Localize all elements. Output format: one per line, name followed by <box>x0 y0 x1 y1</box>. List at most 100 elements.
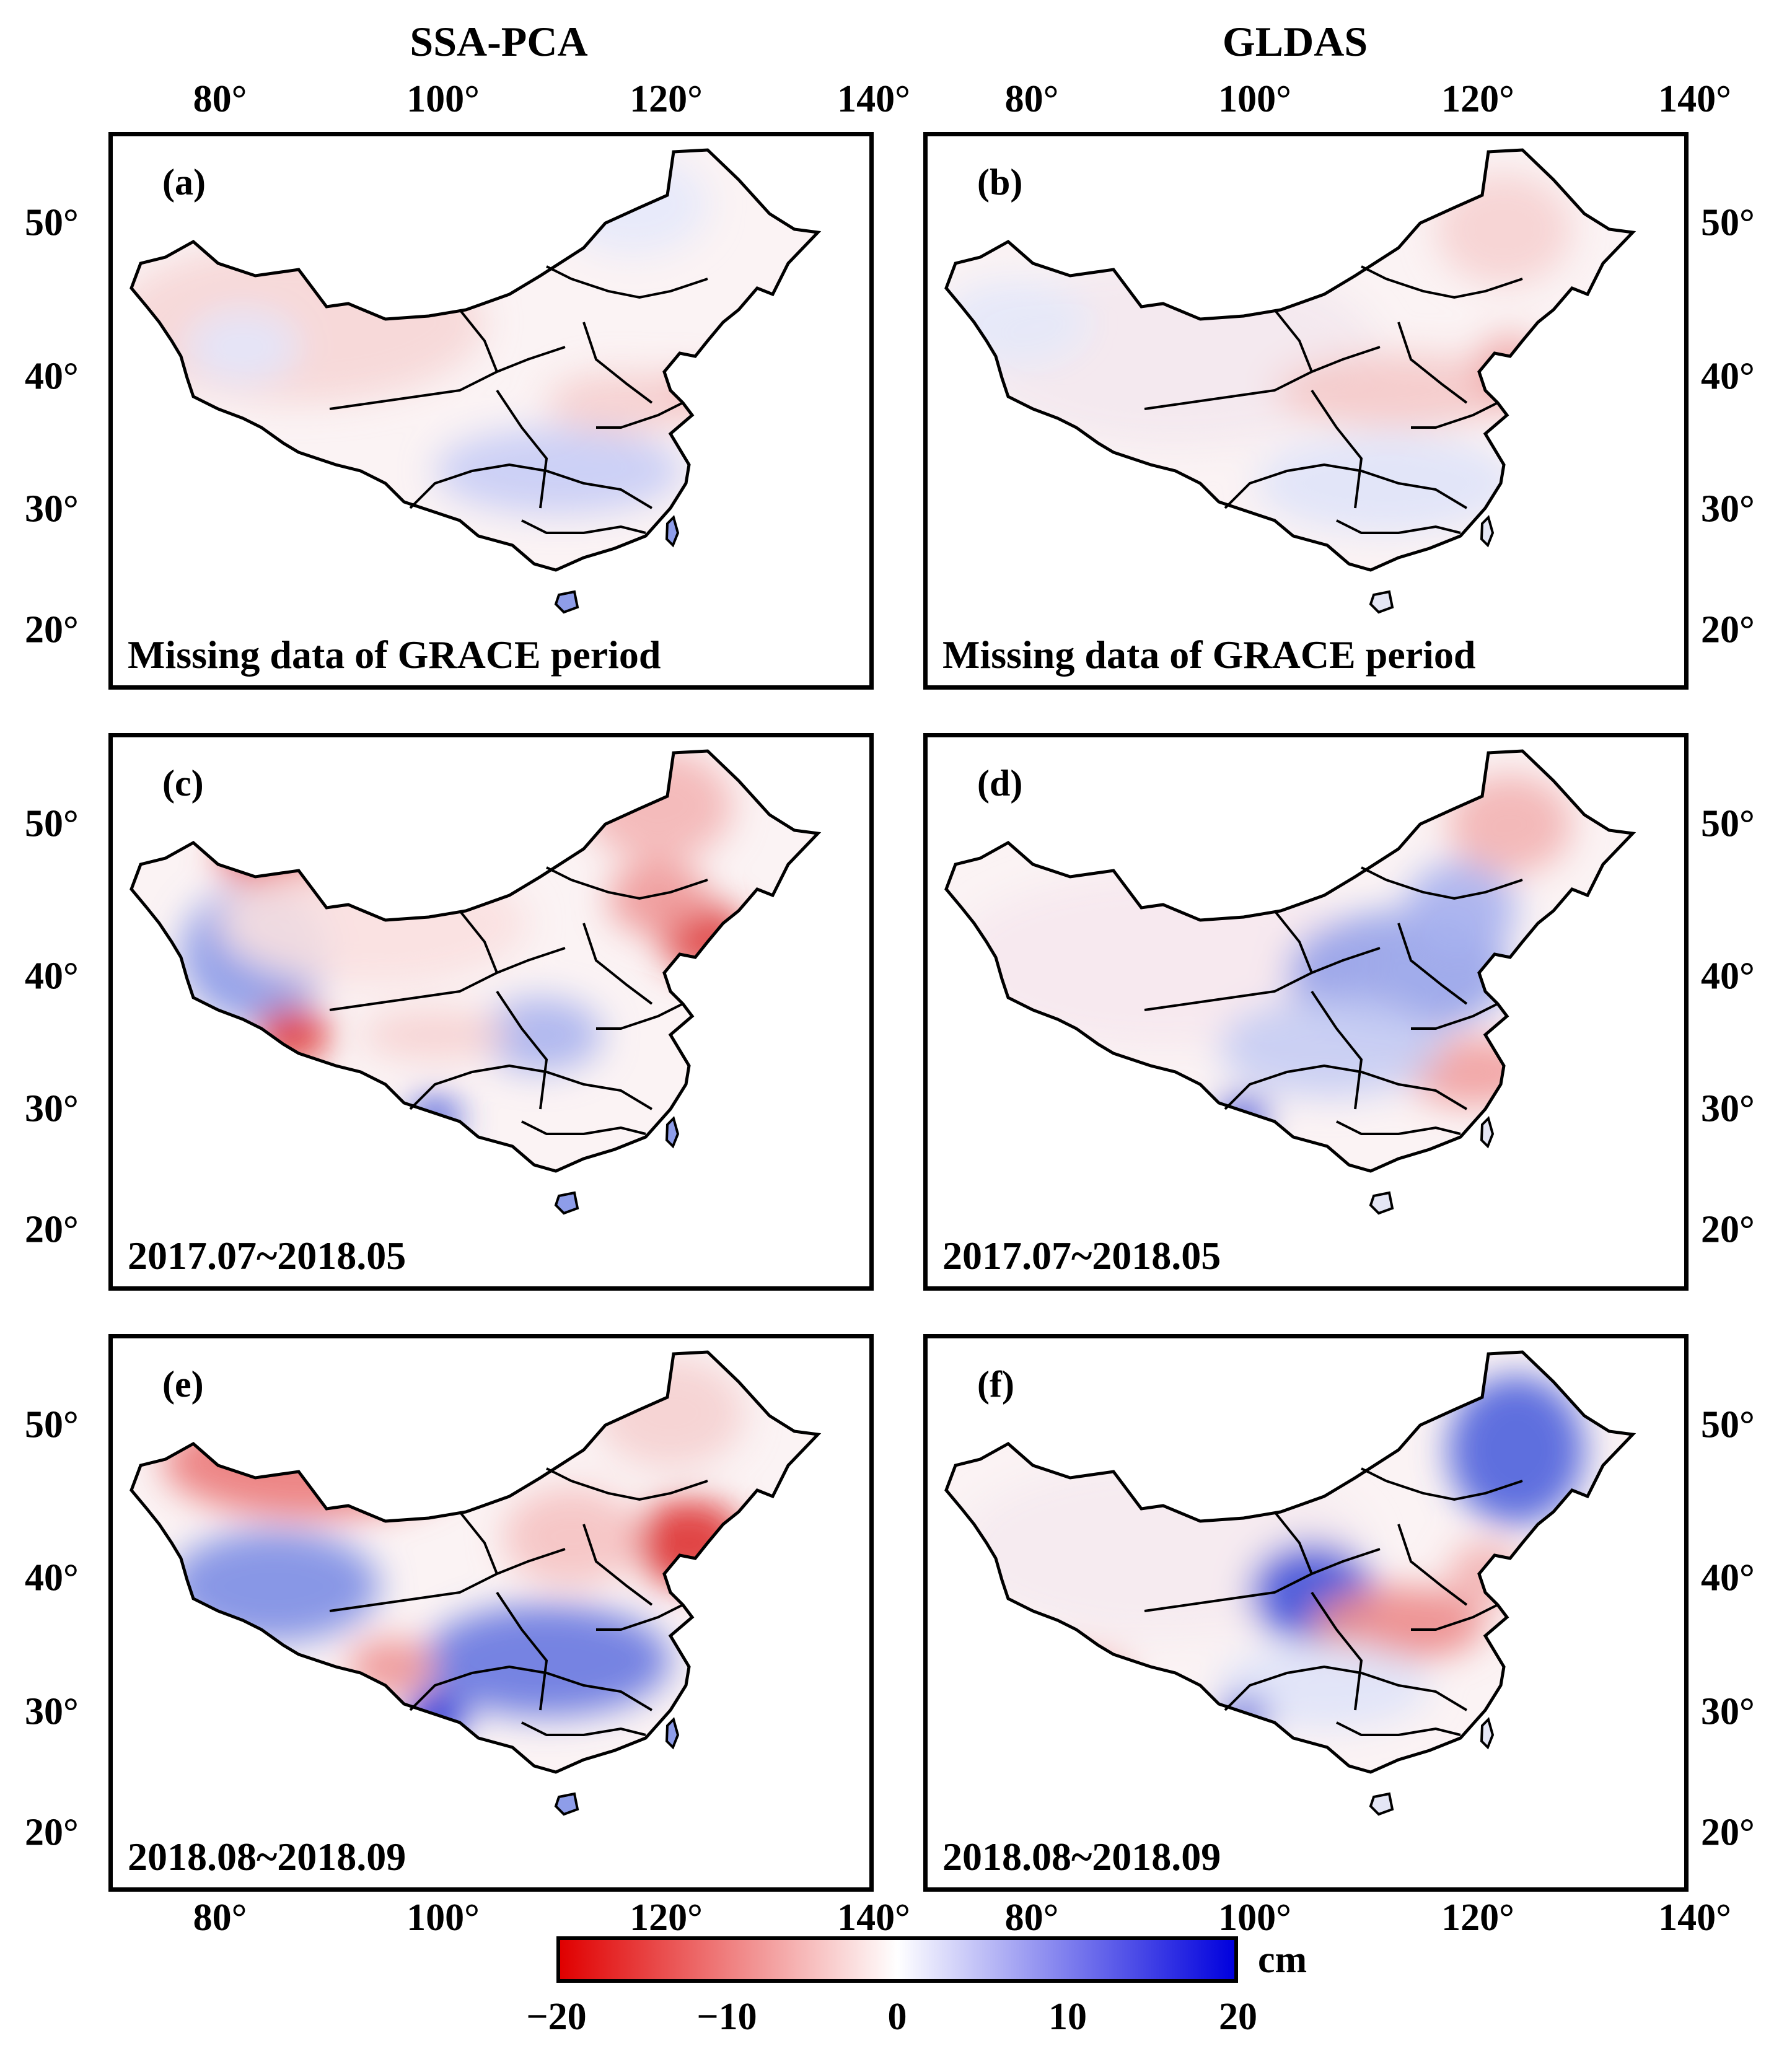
province-border <box>596 1604 683 1631</box>
province-border <box>459 910 498 973</box>
china-map-a <box>130 148 822 614</box>
field-blob <box>218 861 528 985</box>
china-map-d <box>944 749 1636 1215</box>
taiwan-island <box>1480 1116 1495 1149</box>
province-border <box>1397 1524 1468 1606</box>
lon-tick-top-left-80: 80° <box>193 78 247 120</box>
lat-tick-r1-left-20: 20° <box>25 608 79 651</box>
lat-tick-r2-right-30: 30° <box>1701 1087 1755 1130</box>
field-blob <box>169 1530 379 1642</box>
map-panel-d: (d) 2017.07~2018.05 <box>923 733 1689 1291</box>
field-blob <box>1219 998 1442 1097</box>
province-border <box>1361 265 1523 299</box>
province-border <box>1361 1467 1523 1501</box>
panel-caption-a: Missing data of GRACE period <box>128 633 661 677</box>
lat-tick-r3-left-30: 30° <box>25 1690 79 1733</box>
field-blob <box>1219 1642 1430 1729</box>
province-border <box>596 1003 683 1030</box>
hainan-island <box>1369 590 1394 614</box>
colorbar-tick-20: 20 <box>1219 1996 1257 2038</box>
lon-tick-bottom-right-140: 140° <box>1658 1897 1731 1939</box>
province-border <box>1224 1064 1468 1110</box>
map-panel-b: (b) Missing data of GRACE period <box>923 132 1689 690</box>
lon-tick-top-left-100: 100° <box>406 78 480 120</box>
province-border <box>459 1511 498 1574</box>
country-border <box>130 1350 822 1774</box>
lat-tick-r3-left-50: 50° <box>25 1403 79 1446</box>
hainan-island <box>554 1792 579 1816</box>
province-border <box>409 1064 653 1110</box>
province-border <box>329 947 566 1011</box>
province-border <box>496 1591 548 1711</box>
lon-tick-top-right-80: 80° <box>1004 78 1059 120</box>
province-border <box>496 389 548 509</box>
lat-tick-r1-left-40: 40° <box>25 355 79 398</box>
hainan-island <box>554 590 579 614</box>
lat-tick-r3-left-20: 20° <box>25 1811 79 1854</box>
field-blob <box>404 1692 466 1741</box>
map-panel-f: (f) 2018.08~2018.09 <box>923 1334 1689 1892</box>
province-border <box>1144 947 1381 1011</box>
province-border <box>1311 990 1363 1110</box>
field-blob <box>946 279 1089 366</box>
country-border <box>944 749 1636 1173</box>
province-border <box>546 1467 708 1501</box>
china-map-f <box>944 1350 1636 1816</box>
province-border <box>1144 1548 1381 1612</box>
column-title-ssa-pca: SSA-PCA <box>410 18 588 65</box>
taiwan-island <box>665 515 680 548</box>
province-border <box>521 1721 646 1736</box>
field-blob <box>952 874 1374 1047</box>
field-blob <box>435 428 683 514</box>
field-blob <box>584 751 732 861</box>
lon-tick-bottom-right-80: 80° <box>1004 1897 1059 1939</box>
lat-tick-r2-right-40: 40° <box>1701 955 1755 998</box>
field-blob <box>478 998 602 1072</box>
lon-tick-bottom-right-100: 100° <box>1218 1897 1291 1939</box>
field-blob <box>1256 434 1516 533</box>
province-border <box>329 1548 566 1612</box>
china-map-b <box>944 148 1636 614</box>
province-border <box>329 346 566 410</box>
province-border <box>582 1524 653 1606</box>
map-panel-a: (a) Missing data of GRACE period <box>108 132 874 690</box>
province-border <box>1224 1665 1468 1711</box>
province-border <box>496 990 548 1110</box>
panel-label-b: (b) <box>977 162 1023 203</box>
province-border <box>1397 923 1468 1005</box>
field-blob <box>1448 1543 1522 1605</box>
panel-label-c: (c) <box>162 763 204 804</box>
province-border <box>1411 1003 1498 1030</box>
province-border <box>1361 866 1523 900</box>
province-border <box>1144 346 1381 410</box>
hainan-island <box>554 1191 579 1215</box>
taiwan-island <box>665 1717 680 1750</box>
province-border <box>546 265 708 299</box>
lat-tick-r2-left-50: 50° <box>25 802 79 845</box>
lat-tick-r2-right-50: 50° <box>1701 802 1755 845</box>
country-border <box>944 148 1636 572</box>
column-title-gldas: GLDAS <box>1222 18 1368 65</box>
field-blob <box>162 1407 460 1518</box>
lat-tick-r3-right-30: 30° <box>1701 1690 1755 1733</box>
lat-tick-r3-right-50: 50° <box>1701 1403 1755 1446</box>
hainan-island <box>1369 1792 1394 1816</box>
province-border <box>1273 1511 1313 1574</box>
province-border <box>546 866 708 900</box>
field-blob <box>1436 173 1572 285</box>
panel-label-e: (e) <box>162 1364 204 1405</box>
field-blob <box>1219 1097 1268 1134</box>
lon-tick-bottom-left-100: 100° <box>406 1897 480 1939</box>
field-blob <box>1275 353 1522 428</box>
lon-tick-bottom-right-120: 120° <box>1441 1897 1514 1939</box>
country-border <box>944 1350 1636 1774</box>
lon-tick-bottom-left-140: 140° <box>837 1897 910 1939</box>
country-border <box>130 749 822 1173</box>
field-blob <box>547 372 695 434</box>
field-blob <box>131 242 485 403</box>
panel-label-f: (f) <box>977 1364 1014 1405</box>
colorbar <box>556 1936 1238 1983</box>
lat-tick-r2-left-20: 20° <box>25 1208 79 1251</box>
panel-label-a: (a) <box>162 162 206 203</box>
field-blob <box>1448 1376 1584 1524</box>
